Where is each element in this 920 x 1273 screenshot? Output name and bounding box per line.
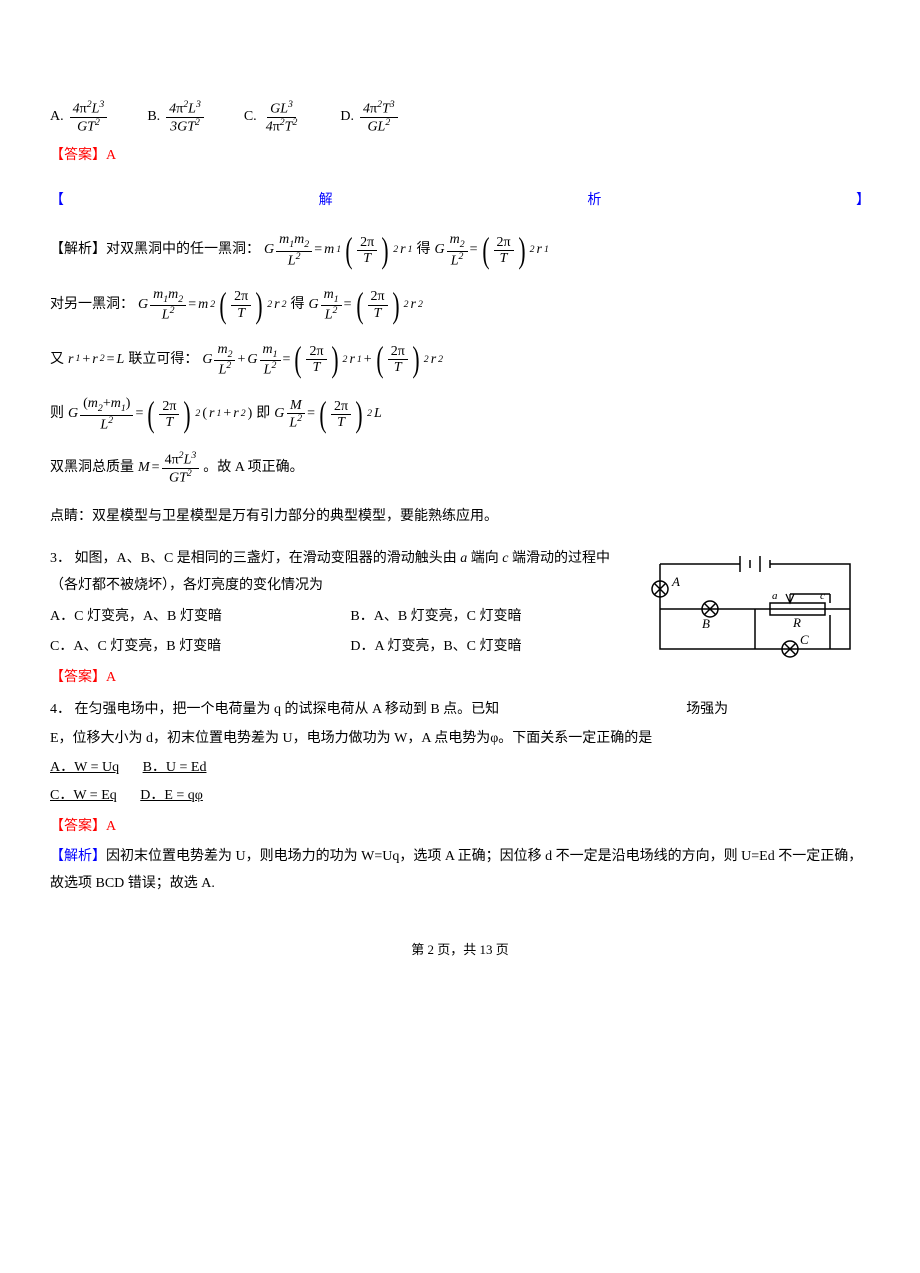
circuit-label-a: a xyxy=(772,590,778,602)
q4-analysis: 【解析】因初末位置电势差为 U，则电场力的功为 W=Uq，选项 A 正确；因位移… xyxy=(50,844,870,897)
q4-opt-b: B．U = Ed xyxy=(143,755,207,782)
choice-c-label: C. xyxy=(244,104,257,131)
q3-a: a xyxy=(460,551,467,566)
line4-mid: 即 xyxy=(256,401,270,428)
line4-eq1: G(m2+m1)L2 = (2πT)2 (r1+r2) xyxy=(68,396,252,433)
line3-eq1: r1 + r2 = L xyxy=(68,347,124,374)
q3-stem-mid: 端向 xyxy=(471,551,499,566)
q4-opt-a: A．W = Uq xyxy=(50,755,119,782)
line2-after: 得 xyxy=(290,292,304,319)
analysis-char1: 解 xyxy=(319,188,333,215)
q4-stem1: 4． 在匀强电场中，把一个电荷量为 q 的试探电荷从 A 移动到 B 点。已知 … xyxy=(50,697,870,724)
circuit-label-B: B xyxy=(702,616,710,631)
line5-after: 。故 A 项正确。 xyxy=(203,455,303,482)
q4-num: 4． xyxy=(50,702,71,717)
choice-c-frac: GL3 4π2T2 xyxy=(263,100,301,135)
circuit-label-c: c xyxy=(820,590,825,602)
q3-text: 3． 如图，A、B、C 是相同的三盏灯，在滑动变阻器的滑动触头由 a 端向 c … xyxy=(50,544,626,695)
explain-line5: 双黑洞总质量 M = 4π2L3GT2 。故 A 项正确。 xyxy=(50,451,870,486)
choice-b-frac: 4π2L3 3GT2 xyxy=(166,100,204,135)
circuit-label-A: A xyxy=(671,574,680,589)
choice-b-label: B. xyxy=(147,104,160,131)
line2-eq2: Gm1L2 = (2πT)2 r2 xyxy=(308,287,422,324)
analysis-heading: 【 解 析 】 xyxy=(50,188,870,215)
page-footer: 第 2 页，共 13 页 xyxy=(50,938,870,963)
q3-num: 3． xyxy=(50,551,71,566)
line3-mid: 联立可得： xyxy=(128,347,198,374)
choice-a-label: A. xyxy=(50,104,64,131)
line2-pre: 对另一黑洞： xyxy=(50,292,134,319)
line3-eq2: Gm2L2 + Gm1L2 = (2πT)2 r1 + (2πT)2 r2 xyxy=(202,342,443,379)
q4-stem2: E，位移大小为 d，初末位置电势差为 U，电场力做功为 W，A 点电势为φ。下面… xyxy=(50,726,870,753)
circuit-label-R: R xyxy=(792,615,801,630)
line5-eq: M = 4π2L3GT2 xyxy=(138,451,199,486)
q4-options-row2: C．W = Eq D．E = qφ xyxy=(50,783,870,810)
choice-a-frac: 4π2L3 GT2 xyxy=(70,100,108,135)
tip-text: 点睛：双星模型与卫星模型是万有引力部分的典型模型，要能熟练应用。 xyxy=(50,504,498,531)
line1-pre: 【解析】对双黑洞中的任一黑洞： xyxy=(50,237,260,264)
bracket-close: 】 xyxy=(856,188,870,215)
q2-answer: 【答案】A xyxy=(50,143,870,170)
q3-opt-c: C．A、C 灯变亮，B 灯变暗 xyxy=(50,634,326,661)
choice-d-label: D. xyxy=(340,104,354,131)
q4-opt-c: C．W = Eq xyxy=(50,783,117,810)
q3-stem-p1: 如图，A、B、C 是相同的三盏灯，在滑动变阻器的滑动触头由 xyxy=(75,551,457,566)
analysis-label: 【解析】 xyxy=(50,849,106,864)
q3-opt-a: A．C 灯变亮，A、B 灯变暗 xyxy=(50,604,326,631)
line1-eq1: Gm1m2L2 = m1 (2πT)2 r1 xyxy=(264,232,412,269)
explain-line1: 【解析】对双黑洞中的任一黑洞： Gm1m2L2 = m1 (2πT)2 r1 得… xyxy=(50,232,870,269)
q4-stem1-tail: 场强为 xyxy=(686,702,728,717)
choice-d-frac: 4π2T3 GL2 xyxy=(360,100,398,135)
q3-stem: 3． 如图，A、B、C 是相同的三盏灯，在滑动变阻器的滑动触头由 a 端向 c … xyxy=(50,546,626,599)
q3-opt-d: D．A 灯变亮，B、C 灯变暗 xyxy=(350,634,626,661)
q3: 3． 如图，A、B、C 是相同的三盏灯，在滑动变阻器的滑动触头由 a 端向 c … xyxy=(50,544,870,695)
line1-eq2: Gm2L2 = (2πT)2 r1 xyxy=(434,232,548,269)
q3-options: A．C 灯变亮，A、B 灯变暗 B．A、B 灯变亮，C 灯变暗 C．A、C 灯变… xyxy=(50,604,626,661)
q2-choices: A. 4π2L3 GT2 B. 4π2L3 3GT2 C. GL3 4π2T2 … xyxy=(50,100,870,135)
line5-pre: 双黑洞总质量 xyxy=(50,455,134,482)
answer-value: A xyxy=(106,148,116,163)
q4-opt-d: D．E = qφ xyxy=(140,783,203,810)
q3-opt-b: B．A、B 灯变亮，C 灯变暗 xyxy=(350,604,626,631)
choice-d: D. 4π2T3 GL2 xyxy=(340,100,397,135)
q4-options-row1: A．W = Uq B．U = Ed xyxy=(50,755,870,782)
tip-line: 点睛：双星模型与卫星模型是万有引力部分的典型模型，要能熟练应用。 xyxy=(50,504,870,531)
q3-c: c xyxy=(502,551,508,566)
line3-pre: 又 xyxy=(50,347,64,374)
line4-pre: 则 xyxy=(50,401,64,428)
line1-after: 得 xyxy=(416,237,430,264)
q3-answer: 【答案】A xyxy=(50,665,626,692)
choice-b: B. 4π2L3 3GT2 xyxy=(147,100,204,135)
q4-analysis-text: 因初末位置电势差为 U，则电场力的功为 W=Uq，选项 A 正确；因位移 d 不… xyxy=(50,849,862,891)
choice-c: C. GL3 4π2T2 xyxy=(244,100,301,135)
line2-eq1: Gm1m2L2 = m2 (2πT)2 r2 xyxy=(138,287,286,324)
explain-line3: 又 r1 + r2 = L 联立可得： Gm2L2 + Gm1L2 = (2πT… xyxy=(50,342,870,379)
q4-stem1-text: 在匀强电场中，把一个电荷量为 q 的试探电荷从 A 移动到 B 点。已知 xyxy=(75,702,500,717)
answer-label: 【答案】 xyxy=(50,148,106,163)
bracket-open: 【 xyxy=(50,188,64,215)
circuit-diagram: A B C R a c xyxy=(640,544,870,664)
circuit-label-C: C xyxy=(800,632,809,647)
analysis-char2: 析 xyxy=(587,188,601,215)
q4-answer: 【答案】A xyxy=(50,814,870,841)
line4-eq2: GML2 = (2πT)2 L xyxy=(274,398,382,431)
explain-line4: 则 G(m2+m1)L2 = (2πT)2 (r1+r2) 即 GML2 = (… xyxy=(50,396,870,433)
explain-line2: 对另一黑洞： Gm1m2L2 = m2 (2πT)2 r2 得 Gm1L2 = … xyxy=(50,287,870,324)
choice-a: A. 4π2L3 GT2 xyxy=(50,100,107,135)
